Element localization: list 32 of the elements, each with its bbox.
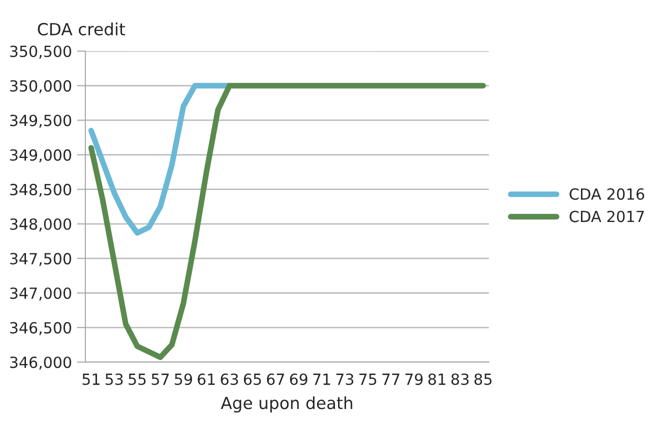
x-tick-label: 83 (451, 373, 469, 386)
x-tick-label: 63 (220, 373, 238, 386)
y-tick-label: 349,000 (10, 149, 72, 162)
y-tick-label: 350,500 (10, 46, 72, 59)
x-tick-label: 71 (313, 374, 330, 385)
x-axis-title: Age upon death (220, 396, 352, 412)
y-tick-label: 349,500 (10, 114, 72, 128)
y-tick-label: 347,500 (10, 252, 72, 266)
y-tick-label: 348,500 (10, 184, 72, 197)
x-tick-label: 61 (198, 373, 215, 386)
y-tick-label: 348,000 (10, 218, 72, 232)
legend-label: CDA 2016 (570, 188, 644, 200)
x-tick-label: 77 (382, 374, 400, 385)
x-tick-label: 69 (290, 373, 308, 386)
x-tick-label: 73 (336, 373, 354, 386)
x-tick-label: 85 (474, 373, 492, 386)
x-tick-label: 81 (428, 373, 446, 386)
legend-label: CDA 2017 (570, 210, 644, 222)
x-tick-label: 75 (359, 374, 376, 386)
y-tick-label: 346,500 (10, 322, 72, 336)
x-tick-label: 79 (406, 373, 423, 386)
x-tick-label: 55 (128, 374, 146, 386)
y-tick-label: 347,000 (10, 287, 72, 301)
x-tick-label: 67 (266, 373, 284, 386)
y-tick-label: 350,000 (10, 80, 72, 94)
y-axis-title: CDA credit (38, 22, 126, 36)
x-tick-label: 53 (106, 373, 123, 386)
x-tick-label: 51 (82, 374, 100, 386)
x-tick-label: 65 (244, 373, 261, 386)
x-tick-label: 59 (174, 373, 192, 386)
y-tick-label: 346,000 (10, 356, 72, 370)
x-tick-label: 57 (152, 374, 169, 386)
